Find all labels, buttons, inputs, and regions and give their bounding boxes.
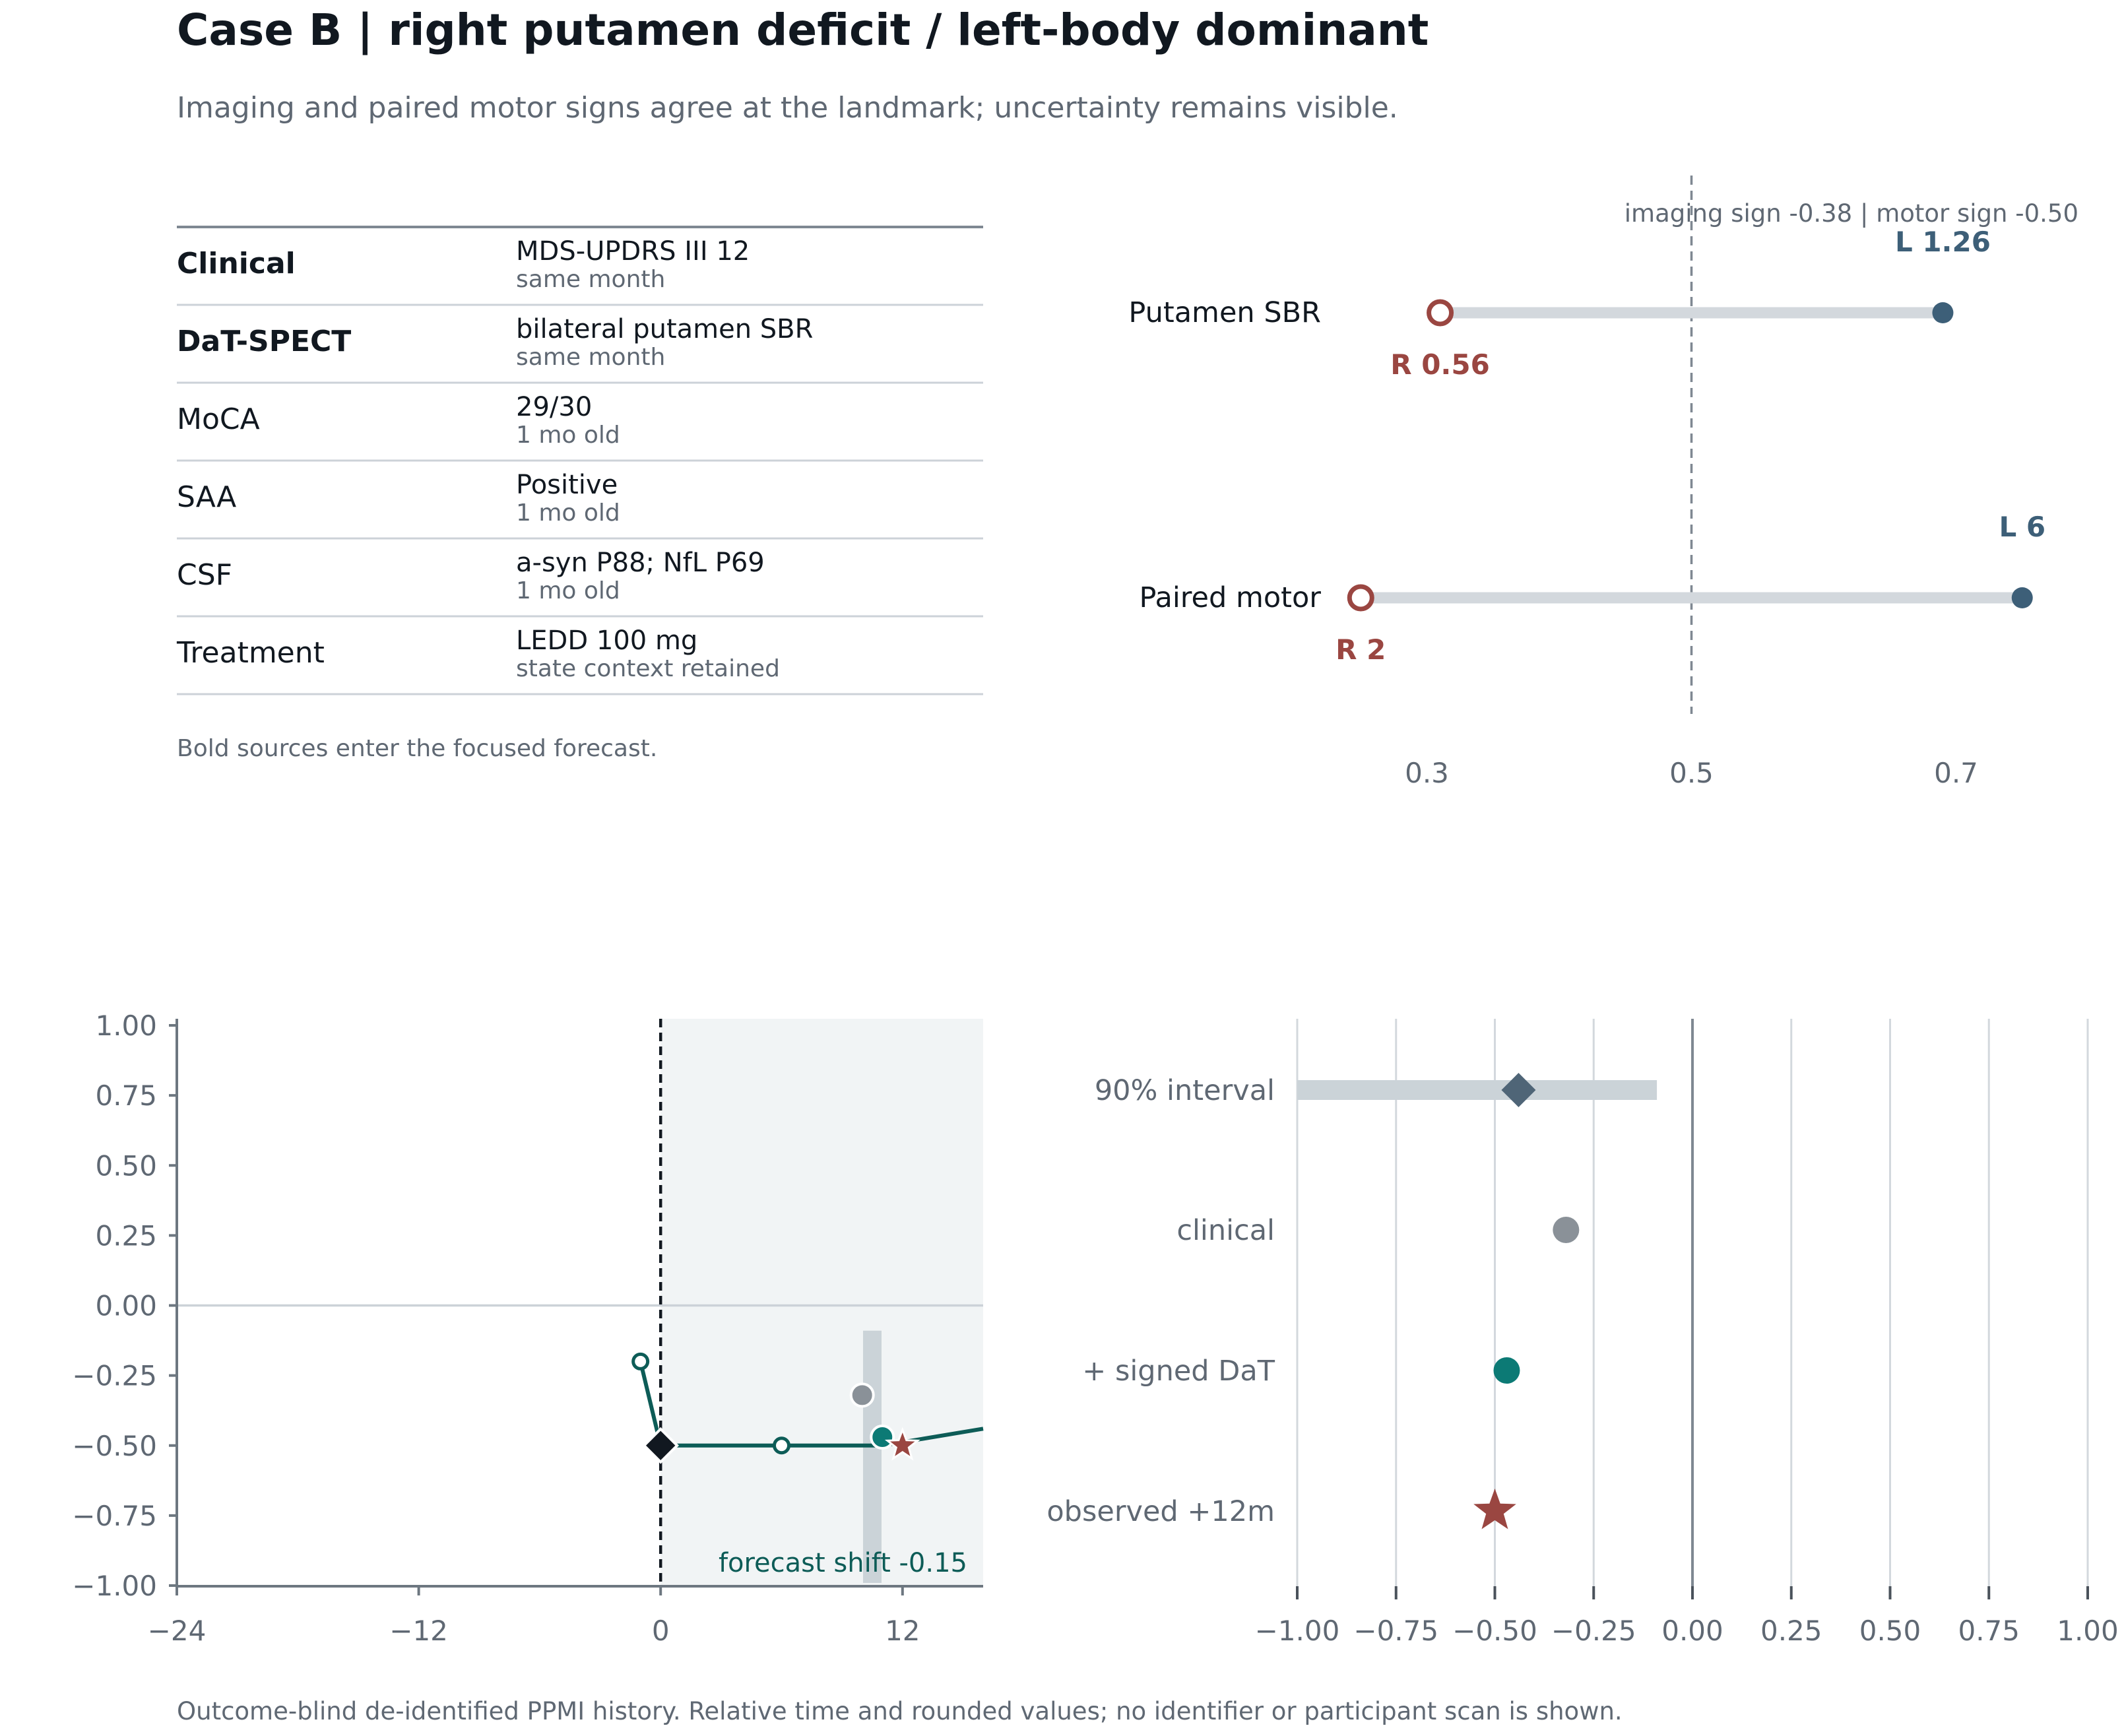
table-cell-value: a-syn P88; NfL P69 (516, 548, 765, 578)
table-row: MoCA 29/301 mo old (177, 392, 983, 462)
landmark-diamond (642, 1427, 680, 1464)
future-region-shade (660, 1019, 983, 1586)
x-tick-label: 0 (652, 1615, 670, 1647)
x-tick-label: −0.75 (1353, 1615, 1438, 1647)
table-cell-source: MoCA (177, 402, 260, 436)
left-side-point (2011, 587, 2033, 608)
forecast-interval-bar (862, 1330, 882, 1583)
x-tick-label: 0.50 (1859, 1615, 1921, 1647)
table-cell-age: state context retained (516, 655, 780, 682)
y-tick-label: −1.00 (72, 1570, 157, 1602)
table-cell-age: 1 mo old (516, 499, 620, 527)
observed-outcome-star (884, 1427, 920, 1461)
y-tick-label: 1.00 (95, 1010, 157, 1042)
table-cell-age: 1 mo old (516, 422, 620, 449)
forecast-uncertainty-panel: −1.00 −0.75 −0.50 −0.25 0.00 0.25 0.50 0.75 1.00… (1046, 1019, 2119, 1647)
right-value-label: R 2 (1336, 633, 1386, 666)
forecast-row-label: clinical (1176, 1214, 1275, 1247)
y-tick-label: 0.75 (95, 1079, 157, 1112)
x-tick-label: −24 (148, 1615, 207, 1647)
clinical-forecast-point (849, 1382, 875, 1408)
x-tick-label: 0.00 (1661, 1615, 1723, 1647)
table-cell-age: 1 mo old (516, 577, 620, 604)
figure-subtitle: Imaging and paired motor signs agree at … (177, 91, 1398, 125)
left-value-label: L 6 (1999, 511, 2045, 543)
x-tick-label: 1.00 (2057, 1615, 2119, 1647)
forecast-row-label: observed +12m (1046, 1495, 1275, 1528)
y-tick-label: −0.50 (72, 1430, 157, 1462)
x-tick-label: −0.25 (1551, 1615, 1636, 1647)
y-tick-label: 0.25 (95, 1219, 157, 1252)
x-tick-label: 0.25 (1760, 1615, 1822, 1647)
y-tick-label: 0.00 (95, 1290, 157, 1322)
interval-90-bar (1297, 1080, 1657, 1100)
left-side-point (1932, 302, 1954, 323)
dat-forecast-point (870, 1425, 895, 1450)
bilateral-row-label: Putamen SBR (1128, 296, 1321, 329)
table-cell-value: MDS-UPDRS III 12 (516, 236, 750, 267)
dat-forecast-point (1493, 1357, 1520, 1384)
table-cell-age: same month (516, 344, 665, 371)
observed-outcome-star (1473, 1489, 1516, 1529)
forecast-row-label: + signed DaT (1082, 1355, 1275, 1388)
table-cell-source: SAA (177, 480, 236, 514)
forecast-median-diamond (1501, 1073, 1536, 1107)
x-tick-label: 0.75 (1958, 1615, 2020, 1647)
table-cell-source: Clinical (177, 247, 296, 280)
figure-title: Case B | right putamen deficit / left-bo… (177, 5, 1429, 56)
table-note: Bold sources enter the focused forecast. (177, 735, 657, 762)
x-tick-label: −12 (389, 1615, 448, 1647)
right-side-point (1427, 299, 1454, 327)
table-cell-value: 29/30 (516, 392, 592, 422)
table-cell-source: Treatment (176, 636, 325, 670)
footer-note: Outcome-blind de-identified PPMI history… (177, 1697, 1623, 1725)
bilateral-x-tick-label: 0.5 (1669, 757, 1714, 789)
bilateral-annotation: imaging sign -0.38 | motor sign -0.50 (1625, 199, 2078, 228)
table-cell-source: CSF (177, 558, 232, 592)
observed-point (773, 1436, 790, 1455)
table-cell-value: bilateral putamen SBR (516, 314, 813, 344)
y-tick-label: 0.50 (95, 1149, 157, 1182)
history-future-panel: −1.00 −0.75 −0.50 −0.25 0.00 0.25 0.50 0.75 1.00… (72, 1010, 984, 1647)
bilateral-row-label: Paired motor (1140, 581, 1322, 614)
x-tick-label: −0.50 (1452, 1615, 1537, 1647)
y-tick-label: −0.25 (72, 1360, 157, 1392)
y-tick-label: −0.75 (72, 1500, 157, 1532)
right-value-label: R 0.56 (1390, 348, 1490, 381)
bilateral-x-tick-label: 0.3 (1405, 757, 1449, 789)
table-cell-source: DaT-SPECT (177, 325, 351, 358)
bilateral-state-panel: imaging sign -0.38 | motor sign -0.50 Put… (1128, 176, 2078, 789)
observed-point (631, 1352, 650, 1370)
table-cell-age: same month (516, 266, 665, 293)
table-cell-value: LEDD 100 mg (516, 626, 697, 656)
x-tick-label: 12 (885, 1615, 920, 1647)
clinical-forecast-point (1553, 1217, 1580, 1243)
x-tick-label: −1.00 (1255, 1615, 1340, 1647)
left-value-label: L 1.26 (1895, 226, 1991, 258)
table-cell-value: Positive (516, 470, 618, 500)
bilateral-x-tick-label: 0.7 (1934, 757, 1978, 789)
forecast-shift-annotation: forecast shift -0.15 (719, 1548, 967, 1578)
right-side-point (1347, 584, 1374, 612)
forecast-row-label: 90% interval (1095, 1074, 1275, 1107)
